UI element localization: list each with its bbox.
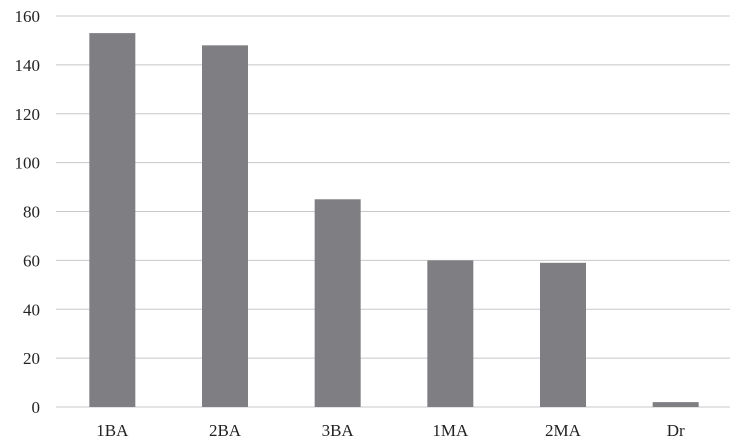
y-axis-ticks: 0 20 40 60 80 100 120 140 160	[15, 7, 41, 417]
y-tick-label: 0	[32, 398, 41, 417]
bar-2ma	[540, 262, 586, 407]
x-tick-label: 3BA	[322, 421, 355, 440]
x-tick-label: 2MA	[545, 421, 582, 440]
bar-3ba	[314, 199, 361, 407]
x-tick-label: Dr	[667, 421, 685, 440]
y-tick-label: 40	[23, 300, 40, 319]
bar-2ba	[202, 45, 248, 407]
y-tick-label: 60	[23, 251, 40, 270]
bar-1ba	[89, 33, 136, 407]
y-tick-label: 100	[15, 154, 41, 173]
y-tick-label: 80	[23, 203, 40, 222]
y-tick-label: 20	[23, 349, 40, 368]
x-tick-label: 1BA	[96, 421, 129, 440]
gridlines	[56, 15, 730, 408]
x-tick-label: 2BA	[209, 421, 242, 440]
bars	[89, 33, 699, 407]
y-tick-label: 160	[15, 7, 41, 26]
y-tick-label: 140	[15, 56, 41, 75]
x-axis-ticks: 1BA 2BA 3BA 1MA 2MA Dr	[96, 421, 685, 440]
bar-1ma	[427, 260, 474, 407]
bar-dr	[652, 402, 699, 407]
y-tick-label: 120	[15, 105, 41, 124]
x-tick-label: 1MA	[432, 421, 469, 440]
